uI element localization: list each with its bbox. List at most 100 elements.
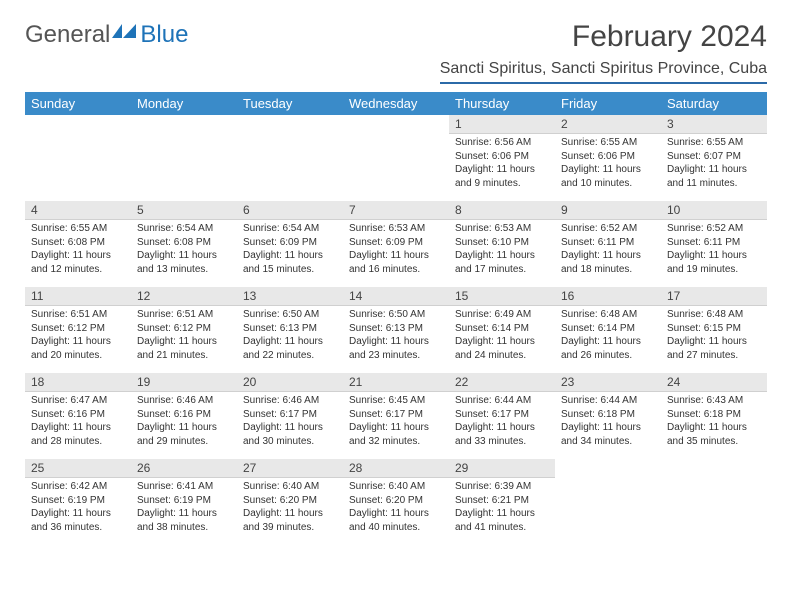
calendar-cell: 20Sunrise: 6:46 AMSunset: 6:17 PMDayligh… [237,373,343,459]
daylight-line: Daylight: 11 hours and 12 minutes. [31,249,125,276]
day-content: Sunrise: 6:44 AMSunset: 6:18 PMDaylight:… [555,392,661,452]
day-content: Sunrise: 6:50 AMSunset: 6:13 PMDaylight:… [343,306,449,366]
day-number: 2 [555,115,661,134]
day-content: Sunrise: 6:42 AMSunset: 6:19 PMDaylight:… [25,478,131,538]
daylight-line: Daylight: 11 hours and 9 minutes. [455,163,549,190]
calendar-cell: 24Sunrise: 6:43 AMSunset: 6:18 PMDayligh… [661,373,767,459]
dayname-tue: Tuesday [237,92,343,115]
daylight-line: Daylight: 11 hours and 17 minutes. [455,249,549,276]
sunset-line: Sunset: 6:16 PM [31,408,125,422]
calendar-week: 11Sunrise: 6:51 AMSunset: 6:12 PMDayligh… [25,287,767,373]
calendar-cell: 13Sunrise: 6:50 AMSunset: 6:13 PMDayligh… [237,287,343,373]
daylight-line: Daylight: 11 hours and 34 minutes. [561,421,655,448]
sunset-line: Sunset: 6:10 PM [455,236,549,250]
calendar-cell: 14Sunrise: 6:50 AMSunset: 6:13 PMDayligh… [343,287,449,373]
day-number: 26 [131,459,237,478]
daylight-line: Daylight: 11 hours and 32 minutes. [349,421,443,448]
sunset-line: Sunset: 6:18 PM [561,408,655,422]
daylight-line: Daylight: 11 hours and 26 minutes. [561,335,655,362]
day-content: Sunrise: 6:55 AMSunset: 6:07 PMDaylight:… [661,134,767,194]
day-content: Sunrise: 6:55 AMSunset: 6:08 PMDaylight:… [25,220,131,280]
day-number: 21 [343,373,449,392]
dayname-row: Sunday Monday Tuesday Wednesday Thursday… [25,92,767,115]
sunset-line: Sunset: 6:11 PM [561,236,655,250]
calendar-cell: 27Sunrise: 6:40 AMSunset: 6:20 PMDayligh… [237,459,343,545]
day-content: Sunrise: 6:54 AMSunset: 6:08 PMDaylight:… [131,220,237,280]
daylight-line: Daylight: 11 hours and 20 minutes. [31,335,125,362]
day-content: Sunrise: 6:40 AMSunset: 6:20 PMDaylight:… [343,478,449,538]
day-content: Sunrise: 6:54 AMSunset: 6:09 PMDaylight:… [237,220,343,280]
sunset-line: Sunset: 6:21 PM [455,494,549,508]
sunrise-line: Sunrise: 6:44 AM [561,394,655,408]
sunrise-line: Sunrise: 6:44 AM [455,394,549,408]
sunrise-line: Sunrise: 6:39 AM [455,480,549,494]
day-number: 19 [131,373,237,392]
day-number: 4 [25,201,131,220]
calendar-cell: 11Sunrise: 6:51 AMSunset: 6:12 PMDayligh… [25,287,131,373]
calendar-cell [237,115,343,201]
calendar-cell: 1Sunrise: 6:56 AMSunset: 6:06 PMDaylight… [449,115,555,201]
sunset-line: Sunset: 6:14 PM [561,322,655,336]
day-content: Sunrise: 6:39 AMSunset: 6:21 PMDaylight:… [449,478,555,538]
day-number: 18 [25,373,131,392]
daylight-line: Daylight: 11 hours and 16 minutes. [349,249,443,276]
day-content: Sunrise: 6:48 AMSunset: 6:15 PMDaylight:… [661,306,767,366]
sunrise-line: Sunrise: 6:55 AM [31,222,125,236]
daylight-line: Daylight: 11 hours and 33 minutes. [455,421,549,448]
calendar-week: 25Sunrise: 6:42 AMSunset: 6:19 PMDayligh… [25,459,767,545]
day-content: Sunrise: 6:48 AMSunset: 6:14 PMDaylight:… [555,306,661,366]
calendar-cell [25,115,131,201]
calendar-cell: 16Sunrise: 6:48 AMSunset: 6:14 PMDayligh… [555,287,661,373]
brand-logo: General Blue [25,20,188,49]
day-content: Sunrise: 6:53 AMSunset: 6:10 PMDaylight:… [449,220,555,280]
day-content: Sunrise: 6:45 AMSunset: 6:17 PMDaylight:… [343,392,449,452]
calendar-cell: 29Sunrise: 6:39 AMSunset: 6:21 PMDayligh… [449,459,555,545]
day-number: 3 [661,115,767,134]
sunset-line: Sunset: 6:12 PM [137,322,231,336]
sunrise-line: Sunrise: 6:52 AM [667,222,761,236]
sunset-line: Sunset: 6:17 PM [455,408,549,422]
daylight-line: Daylight: 11 hours and 18 minutes. [561,249,655,276]
calendar-cell: 5Sunrise: 6:54 AMSunset: 6:08 PMDaylight… [131,201,237,287]
daylight-line: Daylight: 11 hours and 36 minutes. [31,507,125,534]
daylight-line: Daylight: 11 hours and 11 minutes. [667,163,761,190]
sunrise-line: Sunrise: 6:42 AM [31,480,125,494]
day-content: Sunrise: 6:49 AMSunset: 6:14 PMDaylight:… [449,306,555,366]
day-number: 11 [25,287,131,306]
daylight-line: Daylight: 11 hours and 30 minutes. [243,421,337,448]
sunset-line: Sunset: 6:18 PM [667,408,761,422]
sunset-line: Sunset: 6:06 PM [561,150,655,164]
calendar-week: 1Sunrise: 6:56 AMSunset: 6:06 PMDaylight… [25,115,767,201]
calendar-cell: 8Sunrise: 6:53 AMSunset: 6:10 PMDaylight… [449,201,555,287]
sunrise-line: Sunrise: 6:41 AM [137,480,231,494]
day-content: Sunrise: 6:44 AMSunset: 6:17 PMDaylight:… [449,392,555,452]
sunrise-line: Sunrise: 6:55 AM [561,136,655,150]
calendar-cell: 26Sunrise: 6:41 AMSunset: 6:19 PMDayligh… [131,459,237,545]
sunrise-line: Sunrise: 6:47 AM [31,394,125,408]
brand-part1: General [25,21,110,49]
dayname-mon: Monday [131,92,237,115]
day-content: Sunrise: 6:52 AMSunset: 6:11 PMDaylight:… [661,220,767,280]
sunrise-line: Sunrise: 6:50 AM [243,308,337,322]
calendar-body: 1Sunrise: 6:56 AMSunset: 6:06 PMDaylight… [25,115,767,545]
calendar-cell: 10Sunrise: 6:52 AMSunset: 6:11 PMDayligh… [661,201,767,287]
day-number: 29 [449,459,555,478]
sunset-line: Sunset: 6:09 PM [349,236,443,250]
day-content: Sunrise: 6:46 AMSunset: 6:16 PMDaylight:… [131,392,237,452]
calendar-cell [661,459,767,545]
dayname-sun: Sunday [25,92,131,115]
sunset-line: Sunset: 6:16 PM [137,408,231,422]
sunrise-line: Sunrise: 6:40 AM [349,480,443,494]
day-number: 25 [25,459,131,478]
logo-icon [112,20,138,49]
sunrise-line: Sunrise: 6:48 AM [561,308,655,322]
sunset-line: Sunset: 6:17 PM [243,408,337,422]
day-number: 13 [237,287,343,306]
sunrise-line: Sunrise: 6:50 AM [349,308,443,322]
sunrise-line: Sunrise: 6:53 AM [455,222,549,236]
calendar-cell: 19Sunrise: 6:46 AMSunset: 6:16 PMDayligh… [131,373,237,459]
dayname-wed: Wednesday [343,92,449,115]
day-number: 5 [131,201,237,220]
calendar-cell: 23Sunrise: 6:44 AMSunset: 6:18 PMDayligh… [555,373,661,459]
day-content: Sunrise: 6:56 AMSunset: 6:06 PMDaylight:… [449,134,555,194]
